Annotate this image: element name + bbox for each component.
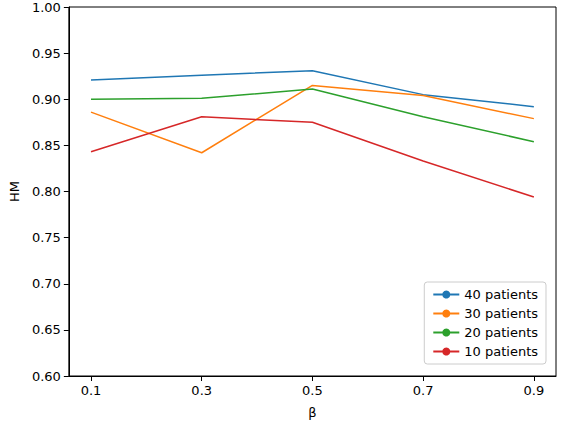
svg-text:0.1: 0.1	[81, 383, 102, 398]
svg-text:β: β	[308, 405, 316, 420]
svg-text:0.9: 0.9	[524, 383, 545, 398]
svg-text:0.95: 0.95	[32, 46, 61, 61]
svg-text:30 patients: 30 patients	[464, 306, 538, 321]
svg-text:0.5: 0.5	[302, 383, 323, 398]
svg-text:0.60: 0.60	[32, 369, 61, 384]
svg-text:0.90: 0.90	[32, 92, 61, 107]
svg-text:20 patients: 20 patients	[464, 325, 538, 340]
svg-text:0.80: 0.80	[32, 184, 61, 199]
svg-text:0.70: 0.70	[32, 276, 61, 291]
svg-text:1.00: 1.00	[32, 0, 61, 15]
svg-text:0.75: 0.75	[32, 230, 61, 245]
svg-text:40 patients: 40 patients	[464, 287, 538, 302]
svg-text:HM: HM	[7, 181, 22, 202]
svg-text:0.65: 0.65	[32, 322, 61, 337]
svg-text:10 patients: 10 patients	[464, 344, 538, 359]
svg-text:0.7: 0.7	[413, 383, 434, 398]
svg-text:0.3: 0.3	[191, 383, 212, 398]
svg-text:0.85: 0.85	[32, 138, 61, 153]
